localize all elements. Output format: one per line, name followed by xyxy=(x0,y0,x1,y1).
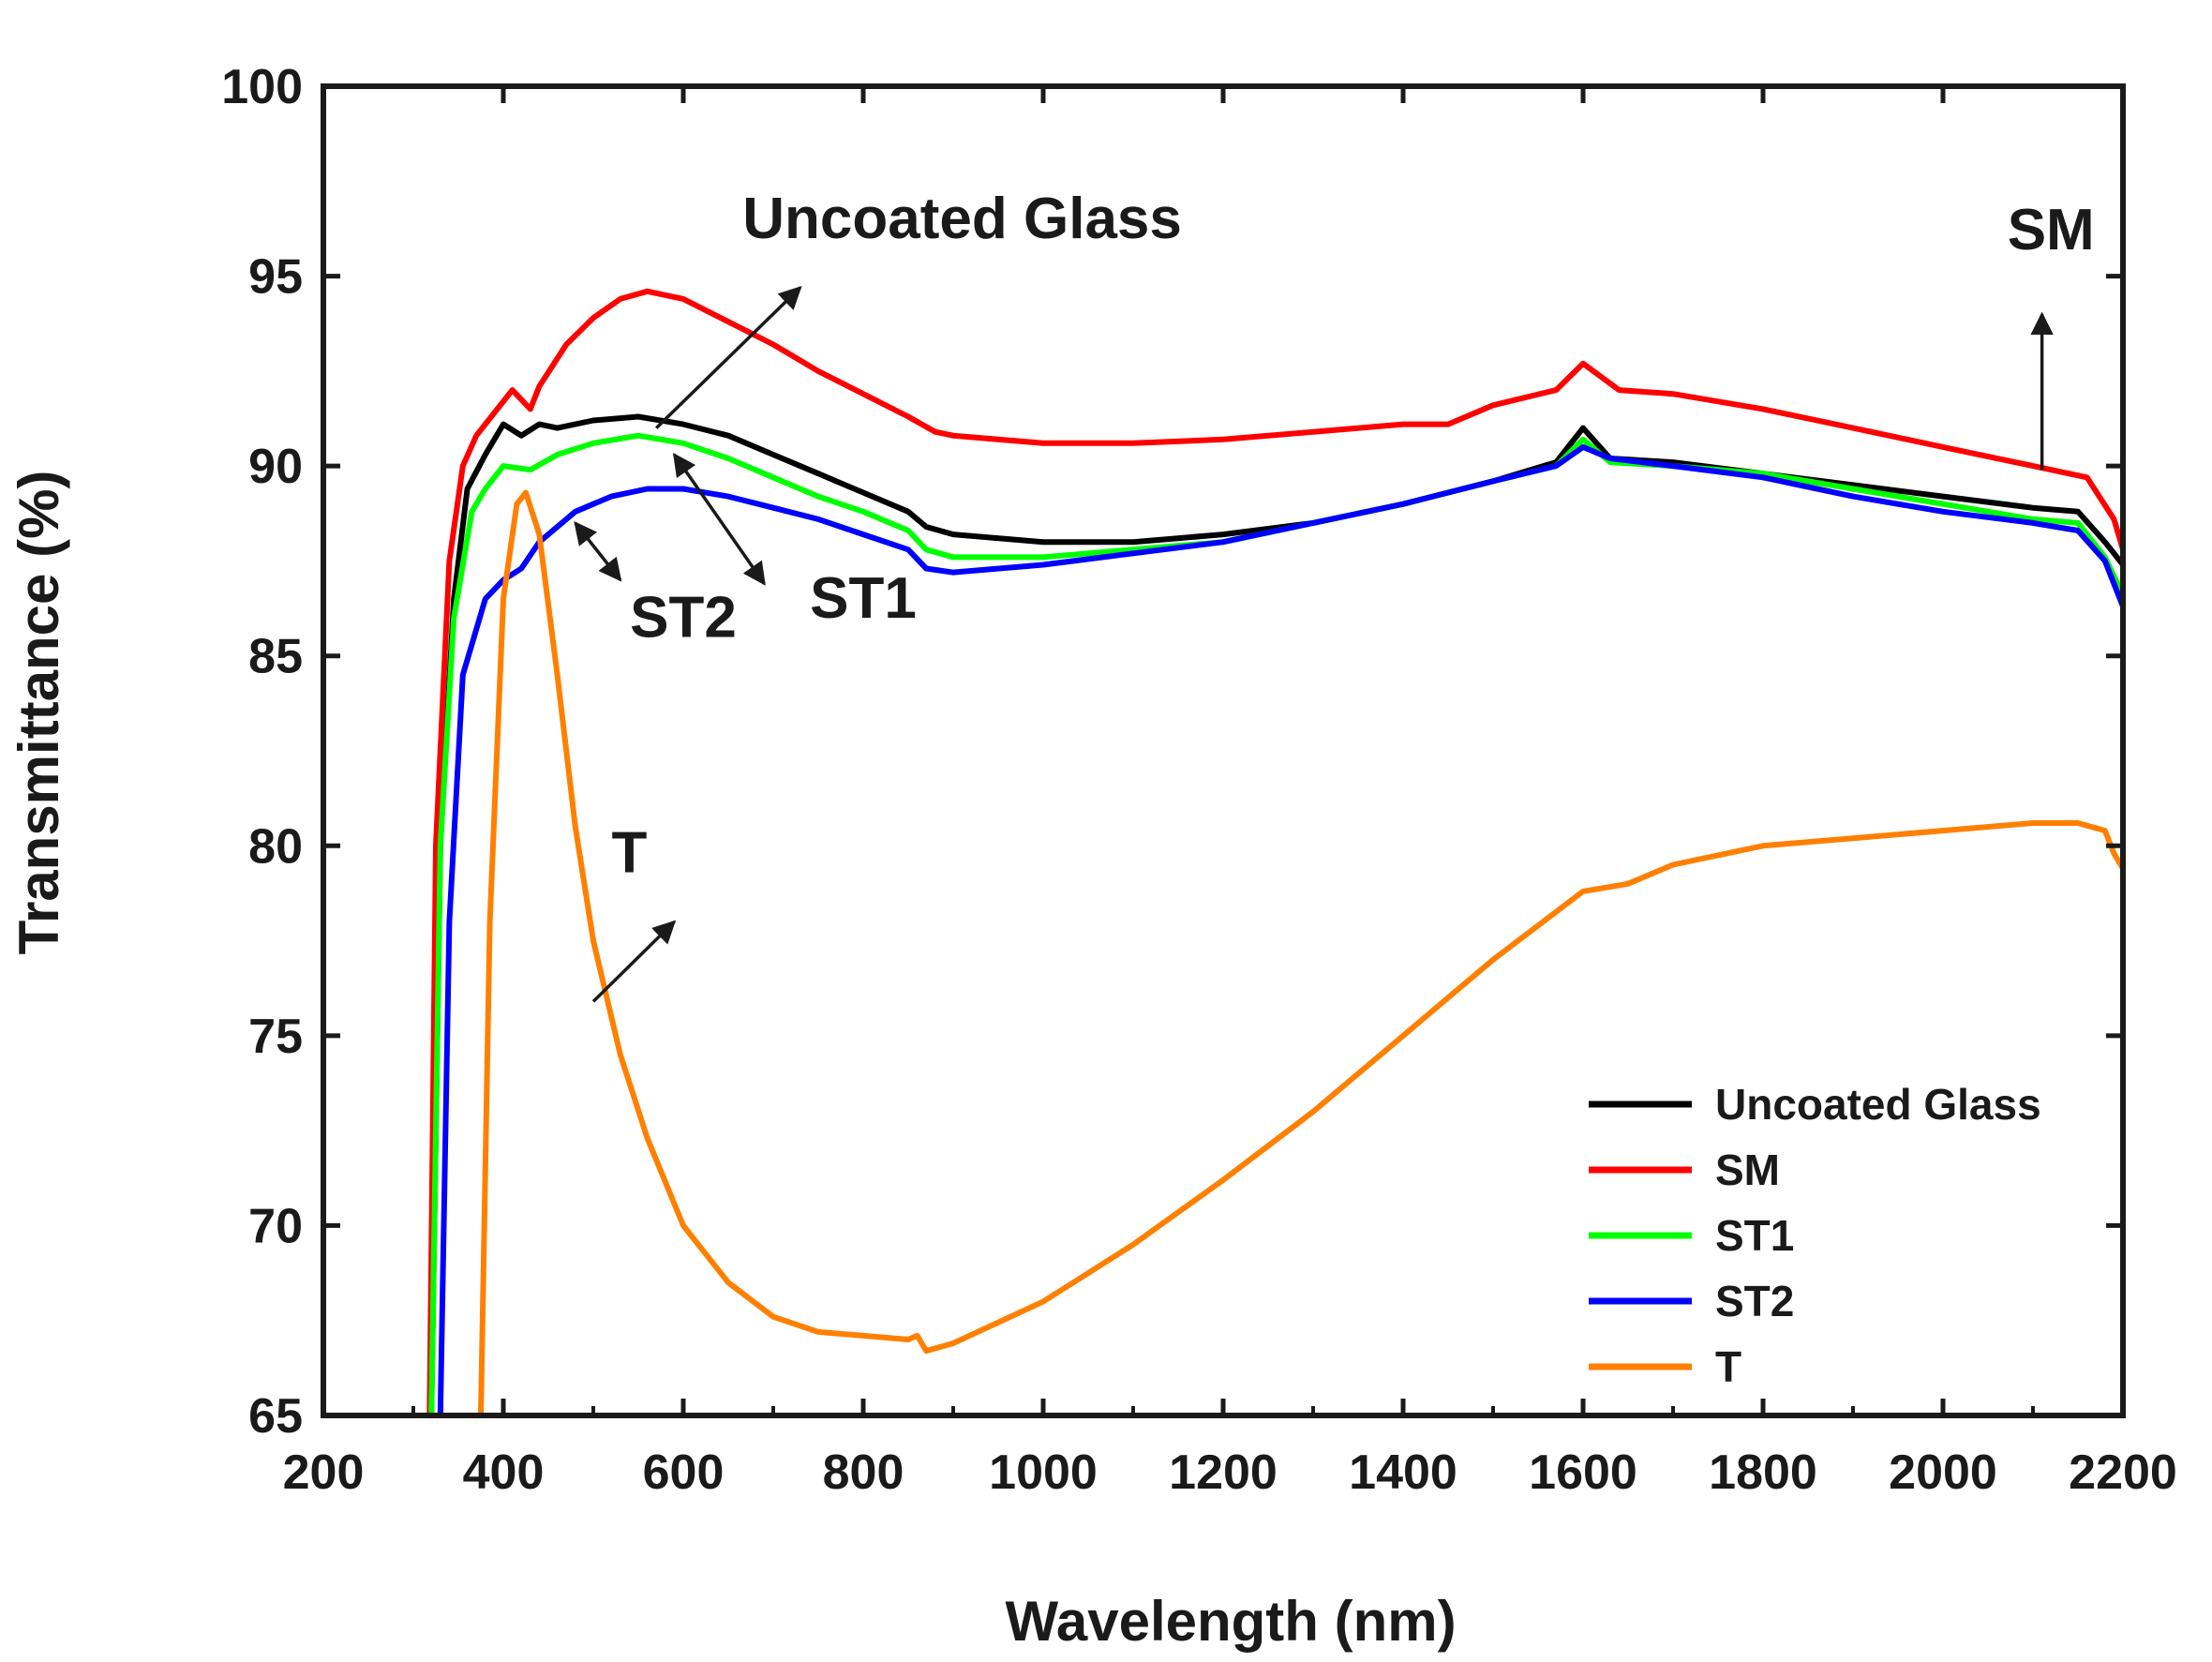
annotation-arrow xyxy=(672,452,766,586)
annotation-arrow xyxy=(574,520,622,582)
annotation-arrow xyxy=(591,920,677,1003)
y-axis-title: Transmittance (%) xyxy=(7,471,70,955)
y-tick-label: 85 xyxy=(248,630,303,684)
x-tick-label: 1600 xyxy=(1529,1445,1637,1500)
y-tick-label: 75 xyxy=(248,1010,303,1064)
x-tick-label: 1800 xyxy=(1709,1445,1817,1500)
legend-label-st2: ST2 xyxy=(1715,1277,1794,1325)
y-tick-label: 65 xyxy=(248,1389,303,1444)
series-line-st1 xyxy=(428,432,2123,1415)
annotation-label-uncoated-glass: Uncoated Glass xyxy=(742,187,1182,251)
y-axis-ticks: 65 70 75 80 85 90 95 100 xyxy=(221,60,2123,1444)
annotation-label-sm: SM xyxy=(2008,198,2095,262)
annotation-arrows xyxy=(574,286,2054,1003)
x-tick-label: 2200 xyxy=(2069,1445,2177,1500)
x-tick-label: 1400 xyxy=(1349,1445,1457,1500)
annotation-arrow xyxy=(654,286,802,429)
y-tick-label: 95 xyxy=(248,250,303,305)
x-tick-label: 2000 xyxy=(1889,1445,1997,1500)
x-tick-label: 800 xyxy=(823,1445,904,1500)
legend-label-st1: ST1 xyxy=(1715,1211,1794,1260)
x-axis-title: Wavelength (nm) xyxy=(1005,1590,1456,1653)
plot-lines xyxy=(426,288,2123,1415)
x-tick-label: 1000 xyxy=(989,1445,1098,1500)
x-tick-label: 600 xyxy=(643,1445,725,1500)
x-tick-label: 1200 xyxy=(1169,1445,1278,1500)
x-axis-ticks: 200 400 600 800 1000 1200 1400 1600 1800 2000 2200 xyxy=(283,86,2177,1500)
annotation-label-st2: ST2 xyxy=(630,585,737,650)
y-tick-label: 100 xyxy=(221,60,303,114)
annotation-label-st1: ST1 xyxy=(810,566,917,631)
annotations: Uncoated Glass SM ST1 ST2 T xyxy=(611,187,2094,886)
legend-label-t: T xyxy=(1715,1342,1741,1391)
legend-label-uncoated-glass: Uncoated Glass xyxy=(1715,1080,2041,1129)
x-tick-label: 400 xyxy=(463,1445,545,1500)
legend-label-sm: SM xyxy=(1715,1145,1780,1194)
series-line-st2 xyxy=(437,443,2123,1415)
legend: Uncoated Glass SM ST1 ST2 T xyxy=(1589,1080,2041,1391)
annotation-label-t: T xyxy=(611,821,647,886)
y-tick-label: 70 xyxy=(248,1199,303,1253)
y-tick-label: 90 xyxy=(248,440,303,494)
series-line-sm xyxy=(426,288,2123,1415)
y-tick-label: 80 xyxy=(248,819,303,874)
series-line-t xyxy=(478,489,2123,1415)
x-tick-label: 200 xyxy=(283,1445,365,1500)
